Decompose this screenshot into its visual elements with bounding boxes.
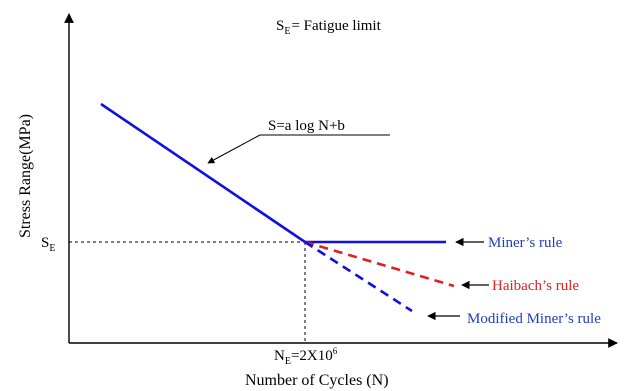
ne-tick-label: NE=2X106 [274, 346, 338, 367]
ne-exponent: 6 [333, 346, 338, 356]
ne-subscript: E [285, 356, 291, 367]
miner-rule-label: Miner’s rule [488, 235, 563, 251]
note-symbol: S [276, 18, 284, 34]
equation-label: S=a log N+b [268, 118, 345, 134]
modified-miner-rule-label: Modified Miner’s rule [467, 311, 601, 327]
haibach-rule-label: Haibach’s rule [492, 278, 579, 294]
y-axis-label: Stress Range(MPa) [17, 114, 34, 238]
note-subscript: E [284, 26, 290, 37]
sn-slope-line [100, 102, 306, 244]
fatigue-limit-note: SE= Fatigue limit [276, 18, 382, 37]
equation-arrow [207, 134, 261, 164]
note-rest: = Fatigue limit [291, 18, 381, 34]
ne-symbol: N [274, 348, 285, 364]
ne-value: =2X10 [291, 348, 333, 364]
x-axis-label: Number of Cycles (N) [245, 372, 389, 389]
se-subscript: E [49, 243, 55, 254]
se-symbol: S [41, 235, 49, 251]
haibach-rule-line [304, 240, 455, 288]
se-tick-label: SE [41, 235, 55, 254]
modified-miner-rule-line [304, 240, 413, 313]
